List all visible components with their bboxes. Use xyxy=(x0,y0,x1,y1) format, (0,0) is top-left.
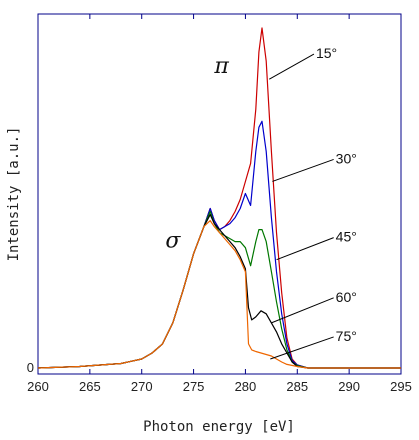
x-axis-title: Photon energy [eV] xyxy=(143,419,295,435)
annotation-leader xyxy=(272,158,334,182)
series-line-5 xyxy=(37,220,401,369)
x-tick-label: 280 xyxy=(235,379,257,394)
y-tick-label: 0 xyxy=(27,360,34,375)
y-axis-title: Intensity [a.u.] xyxy=(6,127,22,262)
x-tick-label: 275 xyxy=(183,379,205,394)
annotation-greek: π xyxy=(213,54,229,79)
x-tick-label: 260 xyxy=(27,379,49,394)
annotation-leader xyxy=(269,53,315,80)
annotation-leader xyxy=(276,237,334,261)
x-tick-label: 295 xyxy=(390,379,412,394)
annotation-label: 45° xyxy=(336,229,357,245)
annotation-layer: π σ 15° 30° 45° 60° 75° xyxy=(165,45,357,360)
annotation-greek: σ xyxy=(165,229,181,254)
series-layer xyxy=(37,27,401,369)
annotation-label: 30° xyxy=(336,150,357,166)
annotation-label: 15° xyxy=(316,45,337,61)
x-tick-label: 290 xyxy=(338,379,360,394)
x-tick-label: 265 xyxy=(79,379,101,394)
ticks-layer: 260 265 270 275 280 285 290 295 0 xyxy=(27,14,412,394)
plot-frame xyxy=(37,13,402,375)
annotation-label: 75° xyxy=(336,328,357,344)
annotation-leader xyxy=(270,336,334,360)
annotation-label: 60° xyxy=(336,289,357,305)
annotation-leader xyxy=(271,297,334,324)
x-tick-label: 285 xyxy=(286,379,308,394)
x-tick-label: 270 xyxy=(131,379,153,394)
